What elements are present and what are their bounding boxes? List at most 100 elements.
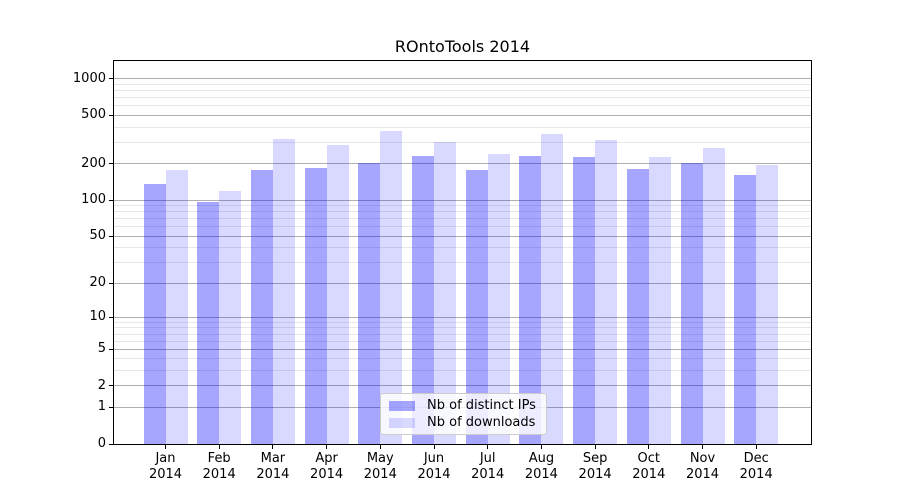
bar-distinct-ips-nov xyxy=(680,162,703,444)
x-tick-year: 2014 xyxy=(739,467,773,482)
legend-entry-downloads: Nb of downloads xyxy=(387,414,540,431)
x-tick-year: 2014 xyxy=(417,467,451,482)
gridline-minor xyxy=(114,97,811,99)
legend-entry-distinct-ips: Nb of distinct IPs xyxy=(387,397,540,414)
x-tick-year: 2014 xyxy=(632,467,666,482)
y-tick-mark xyxy=(109,199,114,201)
y-tick-label: 5 xyxy=(97,341,106,357)
y-tick-mark xyxy=(109,114,114,116)
legend-swatch-downloads xyxy=(389,417,415,428)
x-tick-mark xyxy=(594,445,596,449)
y-tick-mark xyxy=(109,235,114,237)
x-tick-mark xyxy=(540,445,542,449)
x-tick-label: Feb 2014 xyxy=(189,451,249,483)
x-tick-year: 2014 xyxy=(578,467,612,482)
x-tick-month: Nov xyxy=(689,451,716,466)
y-tick-label: 500 xyxy=(81,107,106,123)
chart-title: ROntoTools 2014 xyxy=(394,37,531,56)
bar-distinct-ips-jul xyxy=(465,170,488,444)
gridline-minor xyxy=(114,83,811,85)
x-tick-mark xyxy=(702,445,703,449)
y-tick-label: 200 xyxy=(81,155,106,171)
bar-distinct-ips-feb xyxy=(197,201,220,444)
gridline-minor xyxy=(114,90,811,92)
bar-downloads-dec xyxy=(756,164,779,444)
x-tick-year: 2014 xyxy=(471,467,505,482)
x-tick-label: Jul 2014 xyxy=(458,451,518,483)
legend-label-downloads: Nb of downloads xyxy=(427,415,536,430)
gridline-major xyxy=(114,199,811,201)
x-tick-month: Dec xyxy=(743,451,769,466)
x-tick-month: Aug xyxy=(528,451,555,466)
x-tick-month: Apr xyxy=(315,451,338,466)
gridline-major xyxy=(114,163,811,165)
x-tick-label: Sep 2014 xyxy=(565,451,625,483)
x-tick-year: 2014 xyxy=(202,467,236,482)
legend-label-distinct-ips: Nb of distinct IPs xyxy=(427,398,536,413)
x-tick-mark xyxy=(218,445,220,449)
x-tick-year: 2014 xyxy=(685,467,720,482)
y-tick-label: 1 xyxy=(97,399,106,415)
bar-downloads-apr xyxy=(326,145,349,444)
gridline-major xyxy=(114,114,811,116)
bar-distinct-ips-dec xyxy=(734,175,757,444)
x-tick-month: Mar xyxy=(260,451,286,466)
x-tick-month: Jan xyxy=(155,451,176,466)
y-tick-label: 2 xyxy=(97,377,106,393)
gridline-minor xyxy=(114,327,811,329)
gridline-minor xyxy=(114,262,811,264)
gridline-major xyxy=(114,78,811,80)
x-tick-year: 2014 xyxy=(148,467,183,482)
x-tick-month: Sep xyxy=(582,451,608,466)
x-tick-month: Jul xyxy=(479,451,496,466)
gridline-minor xyxy=(114,321,811,323)
x-tick-label: May 2014 xyxy=(350,451,410,483)
y-tick-label: 50 xyxy=(89,228,106,244)
x-tick-mark xyxy=(433,445,435,449)
bar-downloads-may xyxy=(380,131,403,444)
x-tick-mark xyxy=(272,445,274,449)
gridline-minor xyxy=(114,126,811,128)
bar-downloads-aug xyxy=(541,133,564,444)
gridline-minor xyxy=(114,333,811,335)
x-tick-label: Jun 2014 xyxy=(404,451,464,483)
bar-downloads-mar xyxy=(272,139,295,444)
x-tick-month: Jun xyxy=(423,451,445,466)
gridline-minor xyxy=(114,211,811,213)
bar-downloads-nov xyxy=(702,148,725,444)
x-tick-mark xyxy=(326,445,328,449)
x-tick-label: Oct 2014 xyxy=(619,451,679,483)
bar-downloads-feb xyxy=(219,190,242,444)
y-tick-mark xyxy=(109,282,114,284)
x-tick-label: Nov 2014 xyxy=(673,451,733,483)
x-tick-year: 2014 xyxy=(256,467,290,482)
gridline-minor xyxy=(114,370,811,372)
x-tick-mark xyxy=(755,445,757,449)
bar-distinct-ips-oct xyxy=(626,169,649,444)
bar-downloads-oct xyxy=(648,157,671,444)
x-tick-mark xyxy=(487,445,489,449)
gridline-minor xyxy=(114,218,811,220)
bar-downloads-sep xyxy=(595,140,618,444)
y-tick-mark xyxy=(109,406,114,408)
y-tick-label: 100 xyxy=(81,192,106,208)
y-tick-mark xyxy=(109,316,114,318)
y-tick-mark xyxy=(109,78,114,80)
x-tick-mark xyxy=(648,445,650,449)
bar-distinct-ips-jun xyxy=(412,155,434,444)
x-tick-month: Oct xyxy=(637,451,661,466)
x-tick-label: Apr 2014 xyxy=(297,451,357,483)
y-tick-label: 1000 xyxy=(72,70,106,86)
gridline-minor xyxy=(114,358,811,360)
y-tick-mark xyxy=(109,348,114,350)
gridline-major xyxy=(114,348,811,350)
gridline-major xyxy=(114,316,811,318)
bar-distinct-ips-may xyxy=(358,163,381,444)
gridline-minor xyxy=(114,226,811,228)
gridline-minor xyxy=(114,247,811,249)
x-tick-mark xyxy=(165,445,166,449)
y-tick-mark xyxy=(109,163,114,165)
x-tick-month: Feb xyxy=(207,451,231,466)
bar-distinct-ips-mar xyxy=(250,169,273,444)
